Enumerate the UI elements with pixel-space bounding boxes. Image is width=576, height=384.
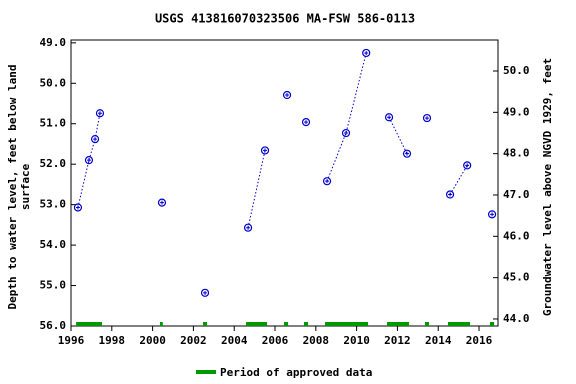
- x-tick-label: 2010: [343, 334, 370, 347]
- x-tick-label: 2012: [384, 334, 411, 347]
- data-point: [84, 156, 94, 165]
- y2-tick-label: 50.0: [503, 64, 530, 77]
- approved-period: [387, 322, 410, 326]
- data-point: [362, 48, 371, 58]
- legend-label: Period of approved data: [220, 366, 372, 379]
- approved-period: [202, 322, 208, 326]
- x-tick-label: 2008: [303, 334, 330, 347]
- y2-tick-label: 49.0: [503, 105, 530, 118]
- y2-tick-label: 44.0: [503, 312, 530, 325]
- approved-period: [246, 322, 268, 326]
- data-point: [90, 135, 100, 144]
- y-tick-label: 49.0: [40, 36, 67, 49]
- y-tick-label: 56.0: [40, 319, 67, 332]
- data-point: [463, 161, 472, 170]
- approved-period: [490, 322, 495, 326]
- data-point: [445, 190, 455, 199]
- y-tick-label: 51.0: [40, 117, 67, 130]
- x-tick-label: 2006: [262, 334, 289, 347]
- approved-period: [283, 322, 289, 326]
- data-point: [200, 288, 210, 297]
- data-point: [341, 128, 351, 138]
- y-tick-label: 55.0: [40, 279, 67, 292]
- x-tick-label: 2014: [425, 334, 452, 347]
- y-tick-label: 52.0: [40, 157, 67, 170]
- data-point: [282, 90, 292, 100]
- y-tick-label: 53.0: [40, 198, 67, 211]
- data-point: [243, 223, 253, 232]
- y-tick-label: 50.0: [40, 76, 67, 89]
- y2-axis-label: Groundwater level above NGVD 1929, feet: [541, 58, 554, 316]
- legend-swatch: [196, 370, 216, 374]
- y2-tick-label: 46.0: [503, 229, 530, 242]
- x-tick-label: 2016: [466, 334, 493, 347]
- y-tick-label: 54.0: [40, 238, 67, 251]
- data-point: [157, 198, 167, 207]
- data-point: [422, 113, 432, 123]
- y-axis-label: Depth to water level, feet below land: [6, 64, 19, 309]
- data-point: [260, 146, 270, 155]
- y-axis-label: surface: [19, 163, 32, 210]
- data-point: [487, 210, 497, 219]
- x-tick-label: 1996: [58, 334, 85, 347]
- approved-period: [424, 322, 430, 326]
- y2-tick-label: 47.0: [503, 188, 530, 201]
- approved-period: [448, 322, 471, 326]
- chart-title: USGS 413816070323506 MA-FSW 586-0113: [155, 12, 415, 26]
- data-point: [402, 149, 412, 158]
- approved-period: [324, 322, 369, 326]
- approved-period: [303, 322, 309, 326]
- y2-tick-label: 48.0: [503, 147, 530, 160]
- data-point: [73, 203, 83, 212]
- data-point: [384, 113, 394, 122]
- data-point: [322, 177, 332, 186]
- approved-period: [159, 322, 163, 326]
- x-tick-label: 2000: [139, 334, 166, 347]
- data-point: [95, 109, 105, 118]
- data-line: [78, 53, 492, 228]
- data-point: [301, 118, 311, 127]
- y2-tick-label: 45.0: [503, 271, 530, 284]
- x-tick-label: 2004: [221, 334, 248, 347]
- approved-period: [76, 322, 103, 326]
- x-tick-label: 2002: [180, 334, 207, 347]
- plot-frame: [70, 39, 499, 327]
- x-tick-label: 1998: [99, 334, 126, 347]
